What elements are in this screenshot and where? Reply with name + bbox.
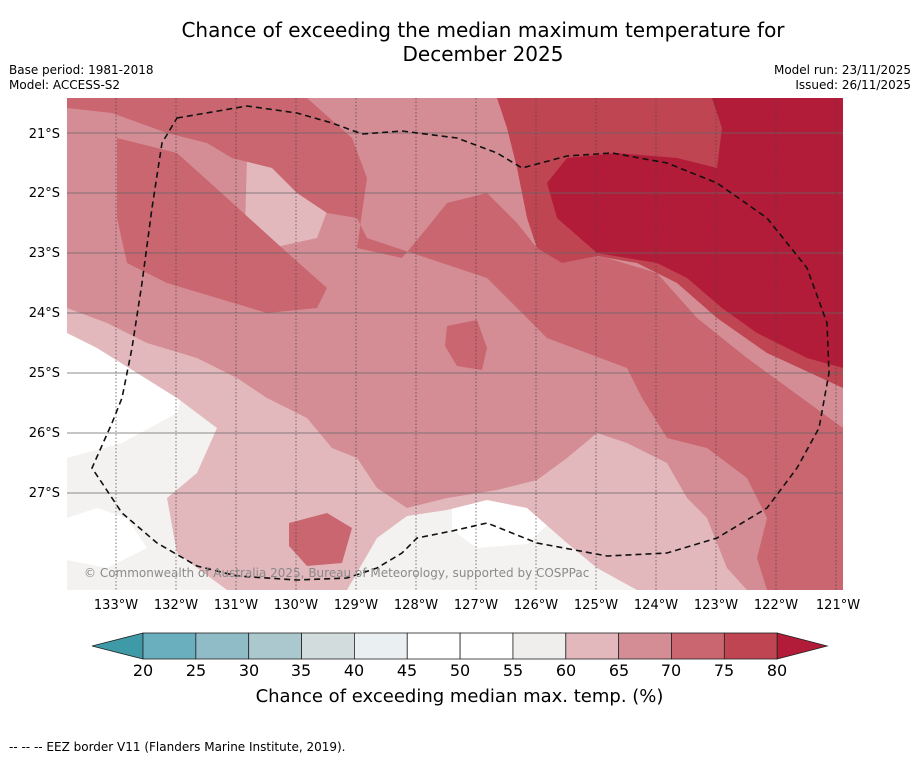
lat-label: 21°S xyxy=(28,127,60,142)
colorbar-cell xyxy=(723,632,778,660)
map-svg xyxy=(67,98,843,590)
colorbar-tick: 40 xyxy=(343,661,365,680)
band-70-75-pocket xyxy=(445,320,487,370)
lat-label: 27°S xyxy=(28,486,60,501)
title-line-1: Chance of exceeding the median maximum t… xyxy=(181,18,785,42)
colorbar-tick: 35 xyxy=(290,661,312,680)
band-70-75-west xyxy=(117,138,327,313)
colorbar-cell xyxy=(248,632,302,660)
model-run: Model run: 23/11/2025 xyxy=(773,63,911,77)
lon-label: 126°W xyxy=(513,598,559,613)
gridlines xyxy=(67,98,843,590)
title-line-2: December 2025 xyxy=(402,42,564,66)
colorbar xyxy=(91,632,829,660)
colorbar-cell xyxy=(406,632,461,660)
lat-label: 23°S xyxy=(28,246,60,261)
probability-map xyxy=(67,98,843,590)
colorbar-arrow-high xyxy=(776,632,829,660)
colorbar-cell xyxy=(195,632,250,660)
colorbar-tick: 30 xyxy=(238,661,260,680)
eez-footnote: -- -- -- EEZ border V11 (Flanders Marine… xyxy=(9,740,346,754)
colorbar-cell xyxy=(301,632,355,660)
colorbar-cell xyxy=(459,632,514,660)
lat-label: 22°S xyxy=(28,186,60,201)
colorbar-tick: 60 xyxy=(555,661,577,680)
band-70-75 xyxy=(67,98,843,590)
colorbar-cell xyxy=(565,632,620,660)
lon-label: 127°W xyxy=(453,598,499,613)
colorbar-cell xyxy=(353,632,408,660)
colorbar-tick: 45 xyxy=(396,661,418,680)
lat-label: 24°S xyxy=(28,306,60,321)
lon-label: 129°W xyxy=(333,598,379,613)
lon-label: 123°W xyxy=(693,598,739,613)
lon-label: 133°W xyxy=(93,598,139,613)
colorbar-tick: 65 xyxy=(608,661,630,680)
map-title: Chance of exceeding the median maximum t… xyxy=(0,18,919,66)
colorbar-tick: 25 xyxy=(185,661,207,680)
colorbar-cell xyxy=(512,632,567,660)
band-45-55-southwest xyxy=(67,508,147,568)
colorbar-tick: 70 xyxy=(660,661,682,680)
meta-left: Base period: 1981-2018 Model: ACCESS-S2 xyxy=(9,63,154,93)
colorbar-tick: 80 xyxy=(766,661,788,680)
meta-right: Model run: 23/11/2025 Issued: 26/11/2025 xyxy=(774,63,911,93)
colorbar-cell xyxy=(142,632,197,660)
band-80-plus xyxy=(547,98,843,368)
base-period: Base period: 1981-2018 xyxy=(9,63,154,77)
lat-label: 25°S xyxy=(28,366,60,381)
colorbar-cell xyxy=(671,632,725,660)
copyright-notice: © Commonwealth of Australia 2025, Bureau… xyxy=(84,566,590,580)
lon-label: 132°W xyxy=(153,598,199,613)
lon-label: 121°W xyxy=(815,598,861,613)
lon-label: 130°W xyxy=(273,598,319,613)
lat-label: 26°S xyxy=(28,426,60,441)
colorbar-tick: 20 xyxy=(132,661,154,680)
eez-border xyxy=(91,105,830,581)
colorbar-cell xyxy=(618,632,672,660)
band-70-75-south xyxy=(289,513,352,566)
issued-date: Issued: 26/11/2025 xyxy=(795,78,911,92)
lon-label: 122°W xyxy=(753,598,799,613)
lon-label: 125°W xyxy=(573,598,619,613)
lon-label: 131°W xyxy=(213,598,259,613)
colorbar-tick: 75 xyxy=(713,661,735,680)
lon-label: 128°W xyxy=(393,598,439,613)
colorbar-tick: 55 xyxy=(502,661,524,680)
lon-label: 124°W xyxy=(633,598,679,613)
model-name: Model: ACCESS-S2 xyxy=(9,78,121,92)
colorbar-tick: 50 xyxy=(449,661,471,680)
colorbar-arrow-low xyxy=(91,632,144,660)
colorbar-label: Chance of exceeding median max. temp. (%… xyxy=(255,686,664,707)
